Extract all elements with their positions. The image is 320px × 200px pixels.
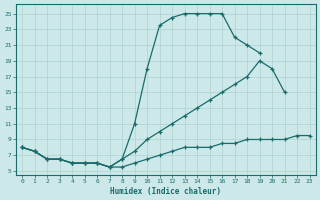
X-axis label: Humidex (Indice chaleur): Humidex (Indice chaleur): [110, 187, 221, 196]
